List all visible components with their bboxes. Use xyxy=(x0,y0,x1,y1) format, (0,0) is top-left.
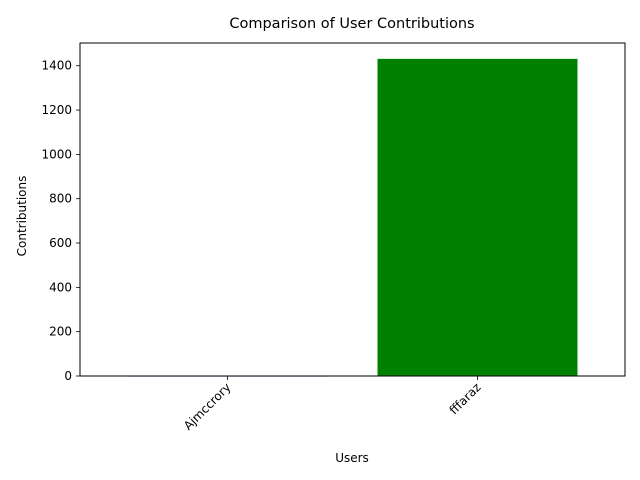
y-tick-label: 800 xyxy=(49,192,72,206)
bars-group xyxy=(127,58,578,377)
y-tick-label: 400 xyxy=(49,280,72,294)
y-tick-label: 200 xyxy=(49,325,72,339)
chart-title: Comparison of User Contributions xyxy=(229,16,474,32)
y-axis-label: Contributions xyxy=(15,176,29,257)
y-tick-label: 0 xyxy=(64,369,72,383)
x-axis-label: Users xyxy=(335,451,369,465)
y-tick-label: 1200 xyxy=(41,103,72,117)
y-tick-label: 600 xyxy=(49,236,72,250)
y-tick-label: 1400 xyxy=(41,59,72,73)
bar-fffaraz xyxy=(377,58,578,376)
y-tick-label: 1000 xyxy=(41,147,72,161)
plot-frame xyxy=(79,42,626,377)
y-axis: 0 200 400 600 800 1000 1200 1400 xyxy=(41,59,80,383)
